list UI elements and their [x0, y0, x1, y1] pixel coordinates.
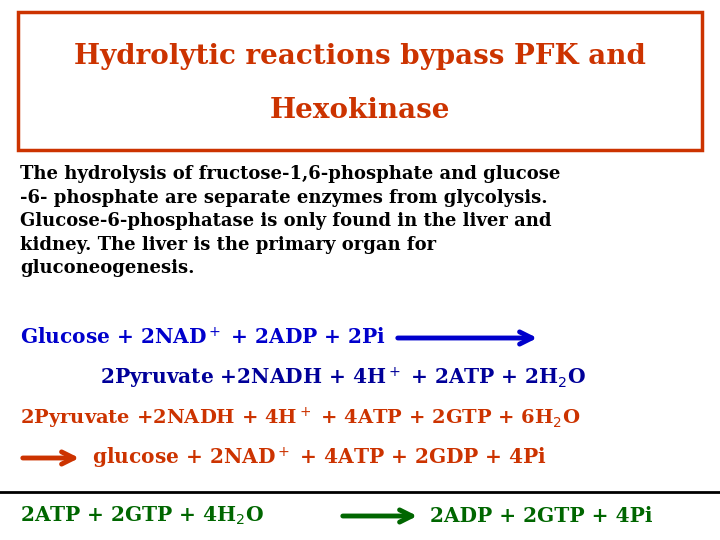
Text: 2Pyruvate +2NADH + 4H$^+$ + 2ATP + 2H$_2$O: 2Pyruvate +2NADH + 4H$^+$ + 2ATP + 2H$_2… — [100, 366, 586, 390]
Text: 2ATP + 2GTP + 4H$_2$O: 2ATP + 2GTP + 4H$_2$O — [20, 505, 264, 527]
FancyBboxPatch shape — [18, 12, 702, 150]
Text: 2Pyruvate +2NADH + 4H$^+$ + 4ATP + 2GTP + 6H$_2$O: 2Pyruvate +2NADH + 4H$^+$ + 4ATP + 2GTP … — [20, 406, 580, 431]
Text: 2ADP + 2GTP + 4Pi: 2ADP + 2GTP + 4Pi — [430, 506, 652, 526]
Text: Glucose + 2NAD$^+$ + 2ADP + 2Pi: Glucose + 2NAD$^+$ + 2ADP + 2Pi — [20, 327, 386, 349]
Text: The hydrolysis of fructose-1,6-phosphate and glucose
-6- phosphate are separate : The hydrolysis of fructose-1,6-phosphate… — [20, 165, 560, 278]
Text: Hexokinase: Hexokinase — [270, 97, 450, 124]
Text: glucose + 2NAD$^+$ + 4ATP + 2GDP + 4Pi: glucose + 2NAD$^+$ + 4ATP + 2GDP + 4Pi — [92, 446, 547, 471]
Text: Hydrolytic reactions bypass PFK and: Hydrolytic reactions bypass PFK and — [74, 44, 646, 71]
